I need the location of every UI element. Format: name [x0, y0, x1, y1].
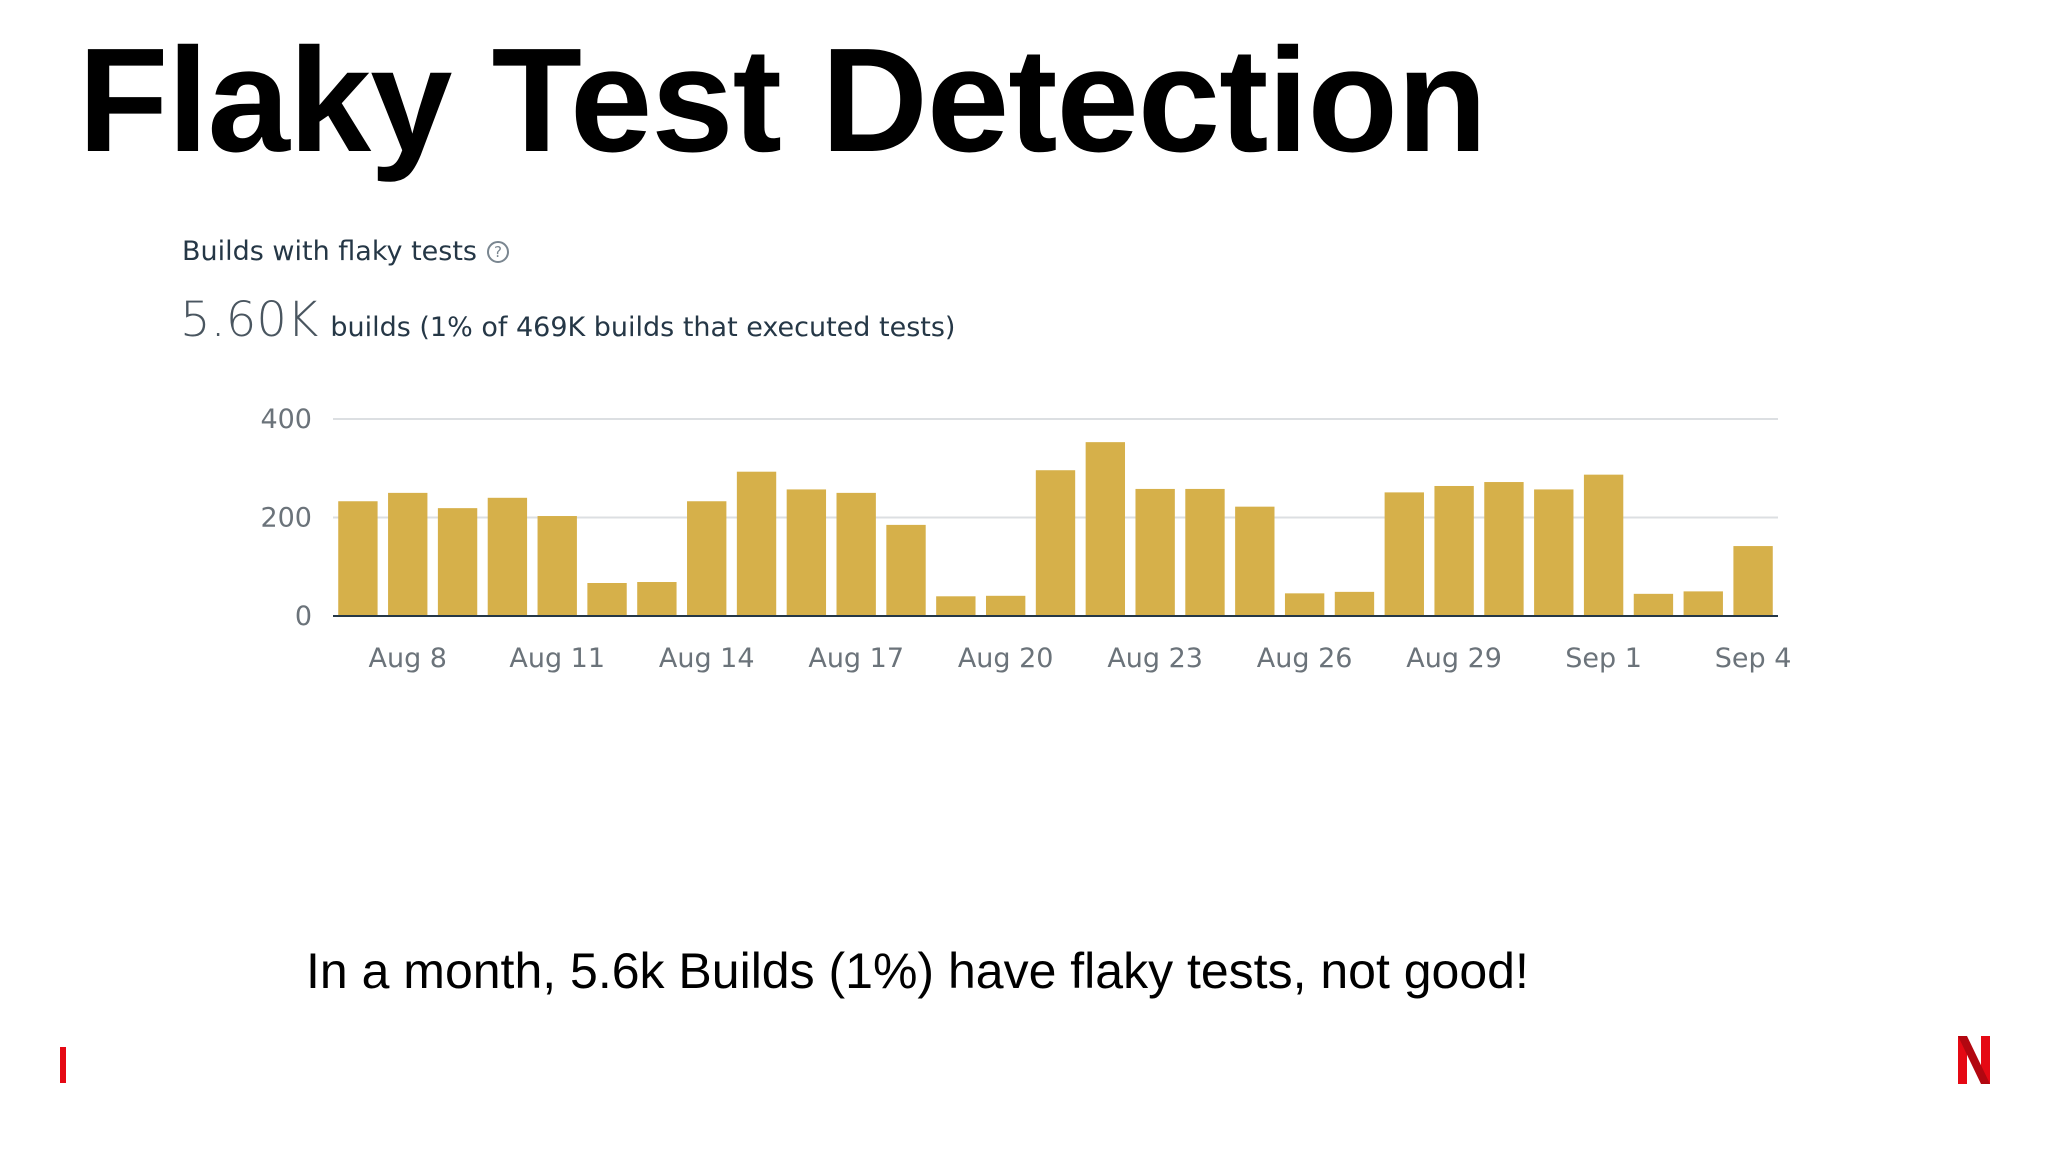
- y-tick-label: 400: [260, 404, 312, 435]
- chart-heading-label: Builds with flaky tests: [182, 236, 477, 267]
- question-circle-icon[interactable]: ?: [487, 240, 509, 263]
- bar: [1135, 488, 1175, 616]
- x-tick-label: Aug 23: [1107, 643, 1203, 674]
- bar: [1683, 591, 1723, 616]
- slide-caption: In a month, 5.6k Builds (1%) have flaky …: [306, 943, 1529, 999]
- x-tick-label: Aug 29: [1406, 643, 1502, 674]
- bar: [985, 595, 1026, 616]
- bar: [936, 596, 976, 616]
- x-tick-label: Aug 17: [808, 643, 904, 674]
- bar: [338, 501, 378, 616]
- bar: [637, 582, 677, 616]
- bar: [687, 501, 727, 616]
- bar: [786, 489, 827, 616]
- bar: [537, 516, 577, 616]
- bar: [1185, 488, 1225, 616]
- footer-red-mark: [60, 1047, 66, 1083]
- x-tick-label: Aug 20: [958, 643, 1054, 674]
- summary: 5.60K builds (1% of 469K builds that exe…: [180, 292, 955, 348]
- bar: [587, 583, 627, 616]
- bar: [736, 471, 777, 616]
- x-tick-label: Aug 11: [509, 643, 605, 674]
- bar: [1235, 506, 1275, 616]
- x-tick-label: Sep 1: [1565, 643, 1642, 674]
- bar: [1733, 546, 1773, 616]
- bar: [1534, 489, 1574, 616]
- bar: [836, 492, 876, 616]
- x-tick-label: Sep 4: [1715, 643, 1792, 674]
- x-tick-label: Aug 8: [368, 643, 446, 674]
- bar: [1583, 474, 1624, 616]
- x-tick-label: Aug 14: [659, 643, 755, 674]
- bar: [437, 508, 478, 616]
- y-tick-label: 200: [260, 503, 312, 534]
- bar: [1633, 593, 1674, 616]
- netflix-n-logo: [1958, 1036, 1990, 1084]
- bar: [886, 524, 926, 616]
- bar-chart: 0 200 400 Aug 8 Aug 11 Aug 14 Aug 17 Aug 20 Aug …: [260, 404, 1792, 674]
- bar: [388, 492, 428, 616]
- bar: [1284, 593, 1325, 616]
- summary-value: 5.60K: [180, 292, 319, 348]
- y-tick-label: 0: [295, 601, 312, 632]
- bar: [1334, 591, 1375, 616]
- bar: [1035, 470, 1076, 616]
- chart-heading: Builds with flaky tests ?: [182, 236, 509, 267]
- summary-description: builds (1% of 469K builds that executed …: [330, 312, 956, 343]
- bar: [1085, 442, 1126, 616]
- bar: [1484, 482, 1524, 616]
- slide-title: Flaky Test Detection: [78, 18, 1487, 183]
- bar: [1384, 492, 1424, 616]
- x-tick-label: Aug 26: [1257, 643, 1353, 674]
- bar: [487, 497, 528, 616]
- chart-panel: 0 200 400 Aug 8 Aug 11 Aug 14 Aug 17 Aug 20 Aug …: [150, 200, 1800, 920]
- bar: [1434, 485, 1474, 616]
